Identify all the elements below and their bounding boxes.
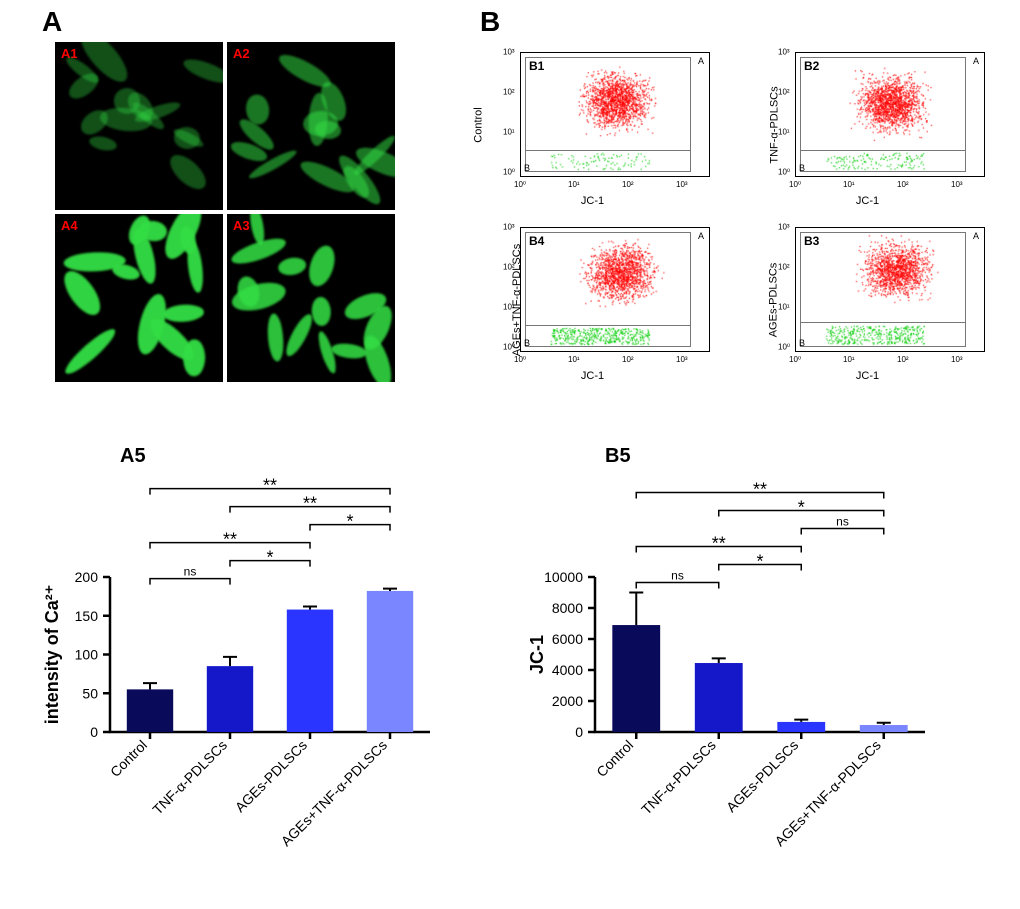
bar bbox=[127, 689, 173, 732]
svg-text:2000: 2000 bbox=[552, 693, 583, 709]
fluorescence-image: A3 bbox=[227, 214, 395, 382]
svg-text:**: ** bbox=[753, 480, 767, 500]
fluorescence-image: A4 bbox=[55, 214, 223, 382]
svg-text:*: * bbox=[798, 498, 805, 518]
flow-plot: ABB4AGEs+TNF-α-PDLSCsJC-110⁰10⁰10¹10¹10²… bbox=[465, 217, 720, 382]
flow-x-label: JC-1 bbox=[581, 370, 604, 382]
fluorescence-tag: A4 bbox=[61, 218, 78, 233]
flow-plot: ABB1ControlJC-110⁰10⁰10¹10¹10²10²10³10³ bbox=[465, 42, 720, 207]
svg-text:ns: ns bbox=[184, 565, 197, 579]
flow-tag: B3 bbox=[804, 234, 819, 248]
svg-text:intensity of Ca²⁺: intensity of Ca²⁺ bbox=[42, 585, 62, 725]
fluorescence-tag: A2 bbox=[233, 46, 250, 61]
bar bbox=[367, 591, 413, 732]
svg-text:**: ** bbox=[223, 530, 237, 550]
svg-text:JC-1: JC-1 bbox=[527, 635, 547, 674]
fluorescence-grid: A1 A2 A4 A3 bbox=[55, 42, 395, 382]
flow-plot: ABB3AGEs-PDLSCsJC-110⁰10⁰10¹10¹10²10²10³… bbox=[740, 217, 995, 382]
svg-text:200: 200 bbox=[75, 569, 99, 585]
svg-text:**: ** bbox=[263, 476, 277, 496]
flow-y-label: TNF-α-PDLSCs bbox=[769, 86, 781, 163]
svg-text:100: 100 bbox=[75, 647, 99, 663]
svg-text:6000: 6000 bbox=[552, 631, 583, 647]
flow-y-label: Control bbox=[473, 107, 485, 142]
svg-text:Control: Control bbox=[107, 737, 150, 780]
svg-text:4000: 4000 bbox=[552, 662, 583, 678]
svg-text:0: 0 bbox=[575, 724, 583, 740]
svg-text:*: * bbox=[346, 512, 353, 532]
flow-y-label: AGEs+TNF-α-PDLSCs bbox=[511, 243, 523, 355]
flow-y-label: AGEs-PDLSCs bbox=[767, 262, 779, 337]
svg-text:ns: ns bbox=[671, 569, 684, 583]
svg-text:10000: 10000 bbox=[544, 569, 583, 585]
fluorescence-tag: A3 bbox=[233, 218, 250, 233]
svg-text:*: * bbox=[756, 552, 763, 572]
bar bbox=[695, 663, 743, 732]
svg-text:**: ** bbox=[303, 494, 317, 514]
bar bbox=[207, 666, 253, 732]
flow-tag: B1 bbox=[529, 59, 544, 73]
fluorescence-image: A1 bbox=[55, 42, 223, 210]
svg-text:TNF-α-PDLSCs: TNF-α-PDLSCs bbox=[638, 737, 719, 818]
flow-x-label: JC-1 bbox=[856, 195, 879, 207]
barchart-svg: B5 0 2000 4000 6000 8000 10000 JC-1 ControlTNF-α… bbox=[520, 442, 940, 882]
svg-text:50: 50 bbox=[82, 685, 98, 701]
flow-tag: B4 bbox=[529, 234, 544, 248]
panel-a-label: A bbox=[42, 6, 62, 38]
flow-x-label: JC-1 bbox=[581, 195, 604, 207]
bar bbox=[860, 725, 908, 732]
bar bbox=[777, 722, 825, 732]
flow-tag: B2 bbox=[804, 59, 819, 73]
svg-text:AGEs-PDLSCs: AGEs-PDLSCs bbox=[723, 737, 801, 815]
flow-grid: ABB1ControlJC-110⁰10⁰10¹10¹10²10²10³10³A… bbox=[465, 42, 995, 382]
svg-text:B5: B5 bbox=[605, 445, 631, 467]
chart-a5: A5 0 50 100 150 200 intensity of Ca²⁺ ControlTN… bbox=[35, 442, 445, 882]
bar bbox=[287, 610, 333, 732]
svg-text:**: ** bbox=[712, 534, 726, 554]
bar bbox=[612, 625, 660, 732]
svg-text:150: 150 bbox=[75, 608, 99, 624]
panel-b-label: B bbox=[480, 6, 500, 38]
svg-text:AGEs-PDLSCs: AGEs-PDLSCs bbox=[232, 737, 310, 815]
svg-text:A5: A5 bbox=[120, 445, 146, 467]
svg-text:Control: Control bbox=[593, 737, 636, 780]
svg-text:*: * bbox=[266, 548, 273, 568]
svg-text:8000: 8000 bbox=[552, 600, 583, 616]
svg-text:0: 0 bbox=[90, 724, 98, 740]
chart-b5: B5 0 2000 4000 6000 8000 10000 JC-1 ControlTNF-α… bbox=[520, 442, 940, 882]
flow-plot: ABB2TNF-α-PDLSCsJC-110⁰10⁰10¹10¹10²10²10… bbox=[740, 42, 995, 207]
svg-text:ns: ns bbox=[836, 515, 849, 529]
flow-x-label: JC-1 bbox=[856, 370, 879, 382]
barchart-svg: A5 0 50 100 150 200 intensity of Ca²⁺ ControlTN… bbox=[35, 442, 445, 882]
fluorescence-image: A2 bbox=[227, 42, 395, 210]
svg-text:TNF-α-PDLSCs: TNF-α-PDLSCs bbox=[149, 737, 230, 818]
